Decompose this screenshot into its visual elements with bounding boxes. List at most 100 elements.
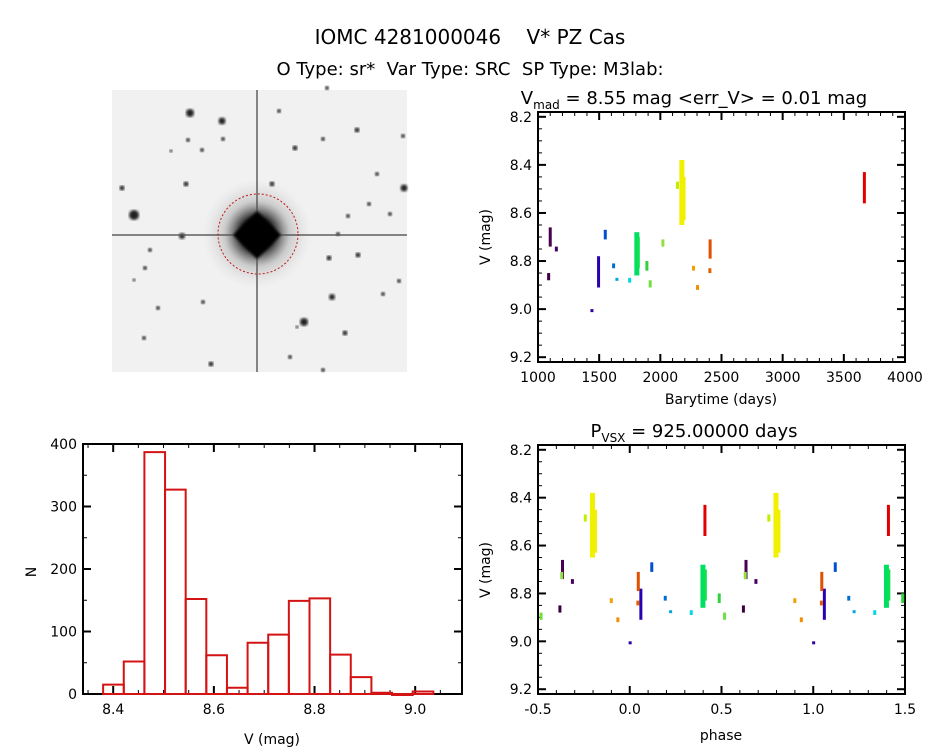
star	[169, 149, 173, 153]
star	[148, 248, 152, 252]
lightcurve-point-group	[548, 227, 552, 247]
phase-xtick-label: 0.5	[710, 702, 732, 718]
star	[288, 355, 292, 359]
star	[186, 109, 194, 117]
histogram-xtick-label: 8.6	[203, 702, 225, 718]
phase-point-group	[616, 617, 620, 623]
phase-ytick-label: 8.2	[510, 443, 532, 459]
lightcurve-ytick-label: 9.0	[510, 302, 532, 318]
phase-point-group	[754, 579, 758, 584]
phase-point-group	[650, 562, 654, 572]
histogram-bar	[122, 660, 146, 695]
phase-point-group	[700, 564, 706, 608]
phase-point-group	[886, 504, 890, 536]
star	[375, 172, 379, 176]
target-marker-circle	[217, 193, 299, 275]
lightcurve-ytick-label: 8.8	[510, 254, 532, 270]
histogram-bar	[225, 686, 249, 695]
lightcurve-title-rest: = 8.55 mag <err_V> = 0.01 mag	[560, 88, 867, 109]
lightcurve-ytick-label: 8.6	[510, 206, 532, 222]
lightcurve-plot: 1000 1500 2000 2500 3000 3500 4000 8.2 8.4 8.6 8.8…	[510, 110, 923, 386]
lightcurve-xtick-label: 2000	[643, 370, 679, 386]
lightcurve-point-group	[612, 263, 616, 269]
star	[381, 292, 385, 296]
star	[295, 325, 299, 329]
phase-point-group	[775, 509, 781, 553]
phase-point-group	[833, 562, 837, 572]
lightcurve-point-group	[648, 280, 652, 288]
histogram-ytick-label: 100	[50, 625, 77, 641]
histogram-xlabel: V (mag)	[244, 732, 300, 747]
histogram-ytick-label: 300	[50, 500, 77, 516]
star	[183, 181, 189, 187]
phase-point-group	[741, 605, 745, 613]
lightcurve-point-group	[554, 246, 558, 252]
phase-title-sub: VSX	[601, 431, 625, 445]
lightcurve-xtick-label: 1000	[520, 370, 556, 386]
lightcurve-point-group	[862, 172, 866, 204]
phase-title: PVSX = 925.00000 days	[591, 421, 798, 445]
histogram-bar	[267, 633, 290, 695]
lightcurve-point-group	[708, 268, 712, 274]
histogram-bar	[411, 690, 435, 695]
lightcurve-xtick-label: 1500	[581, 370, 617, 386]
phase-point-group	[822, 588, 826, 620]
phase-point-group	[663, 595, 667, 601]
lightcurve-point-group	[603, 229, 607, 240]
target-star-core	[232, 210, 282, 260]
lightcurve-point-group	[675, 181, 679, 189]
star	[143, 266, 147, 270]
phase-xtick-label: 1.5	[894, 702, 916, 718]
histogram-xtick-label: 8.8	[303, 702, 325, 718]
phase-point-group	[560, 571, 564, 580]
histogram-xtick-label: 9.0	[404, 702, 426, 718]
star	[401, 134, 405, 138]
histogram-bar	[143, 451, 167, 695]
lightcurve-point-group	[708, 239, 712, 259]
phase-point-group	[793, 598, 797, 604]
lightcurve-point-group	[691, 265, 695, 271]
phase-point-group	[570, 579, 574, 584]
lightcurve-point-group	[696, 285, 700, 290]
star	[201, 300, 205, 304]
star	[342, 330, 348, 336]
phase-xtick-label: 1.0	[802, 702, 824, 718]
phase-xlabel: phase	[700, 728, 742, 744]
lightcurve-point-group	[547, 273, 551, 281]
phase-point-group	[812, 641, 816, 645]
lightcurve-ytick-label: 8.2	[510, 110, 532, 126]
phase-title-main: P	[591, 421, 602, 442]
star	[132, 278, 136, 282]
star	[218, 117, 226, 125]
star	[388, 212, 392, 216]
star	[277, 109, 281, 113]
histogram-ylabel: N	[24, 567, 40, 577]
histogram-bar	[329, 653, 352, 695]
star	[326, 255, 332, 261]
lightcurve-axes-frame	[537, 111, 906, 363]
star	[156, 306, 160, 310]
lightcurve-xtick-label: 2500	[704, 370, 740, 386]
phase-point-group	[703, 504, 707, 536]
star	[400, 184, 408, 192]
star	[325, 86, 329, 90]
histogram-ytick-label: 400	[50, 437, 77, 453]
star	[200, 148, 204, 152]
phase-ytick-label: 9.0	[510, 634, 532, 650]
star	[292, 145, 298, 151]
lightcurve-point-group	[628, 277, 632, 283]
phase-point-group	[636, 571, 640, 592]
star	[119, 185, 125, 191]
histogram-bar	[391, 693, 414, 696]
histogram-plot: 8.4 8.6 8.8 9.0 0 100 200 300 400	[50, 437, 463, 718]
star	[208, 361, 214, 367]
lightcurve-point-group	[636, 237, 640, 269]
phase-point-group	[852, 610, 856, 614]
lightcurve-ytick-label: 9.2	[510, 350, 532, 366]
phase-point-group	[767, 514, 771, 522]
star	[329, 294, 335, 300]
lightcurve-xtick-label: 3500	[826, 370, 862, 386]
phase-axes-frame	[537, 444, 906, 695]
phase-point-group	[539, 612, 543, 620]
phase-point-group	[669, 610, 673, 614]
